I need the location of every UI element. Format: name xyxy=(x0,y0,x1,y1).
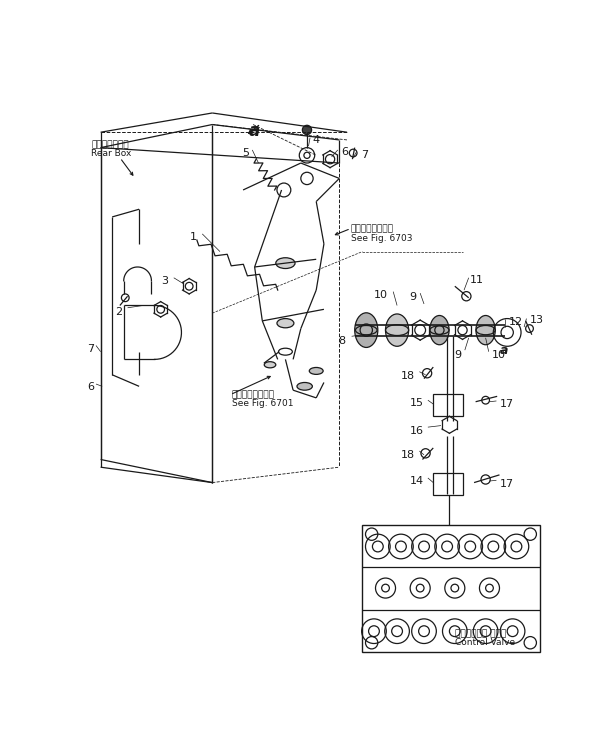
Text: 16: 16 xyxy=(410,426,424,437)
Ellipse shape xyxy=(276,258,295,269)
Ellipse shape xyxy=(297,383,313,390)
Text: 3: 3 xyxy=(161,276,168,286)
Text: 7: 7 xyxy=(88,344,94,354)
Text: Rear Box: Rear Box xyxy=(91,149,132,158)
Text: リヤーボックス: リヤーボックス xyxy=(91,140,129,149)
Text: a: a xyxy=(500,344,509,357)
Ellipse shape xyxy=(264,362,276,368)
Ellipse shape xyxy=(476,315,496,345)
Text: 11: 11 xyxy=(470,275,484,285)
Ellipse shape xyxy=(385,314,409,346)
Text: 1: 1 xyxy=(190,232,197,243)
Text: 10: 10 xyxy=(492,350,506,360)
Text: 13: 13 xyxy=(530,315,544,326)
Text: 5: 5 xyxy=(242,148,249,157)
Text: 14: 14 xyxy=(410,476,424,486)
Text: 2: 2 xyxy=(115,307,122,317)
Text: See Fig. 6701: See Fig. 6701 xyxy=(232,399,293,408)
Text: a: a xyxy=(249,122,260,140)
Text: 10: 10 xyxy=(374,290,388,300)
Text: Control Valve: Control Valve xyxy=(455,638,515,647)
Text: See Fig. 6703: See Fig. 6703 xyxy=(351,234,412,243)
Text: 4: 4 xyxy=(313,135,319,145)
Text: 第５７０３図参照: 第５７０３図参照 xyxy=(351,225,394,234)
Bar xyxy=(362,525,539,652)
Text: 9: 9 xyxy=(409,291,416,302)
Text: 6: 6 xyxy=(341,147,348,157)
Ellipse shape xyxy=(430,315,449,345)
Text: 8: 8 xyxy=(339,336,345,346)
Text: 9: 9 xyxy=(454,350,461,360)
Text: コントロール バルブ: コントロール バルブ xyxy=(455,629,506,638)
Bar xyxy=(434,394,463,416)
Text: 6: 6 xyxy=(88,383,94,392)
Bar xyxy=(434,473,463,495)
Ellipse shape xyxy=(309,368,323,374)
Ellipse shape xyxy=(354,313,378,348)
Text: 17: 17 xyxy=(500,479,514,489)
Text: 12: 12 xyxy=(509,317,523,327)
Text: 18: 18 xyxy=(401,450,415,460)
Text: 15: 15 xyxy=(410,398,424,408)
Text: 17: 17 xyxy=(500,399,514,410)
Text: 18: 18 xyxy=(401,371,415,381)
Text: 7: 7 xyxy=(361,150,368,160)
Circle shape xyxy=(302,125,311,135)
Ellipse shape xyxy=(277,318,294,328)
Text: 第６７０１図参照: 第６７０１図参照 xyxy=(232,390,275,399)
